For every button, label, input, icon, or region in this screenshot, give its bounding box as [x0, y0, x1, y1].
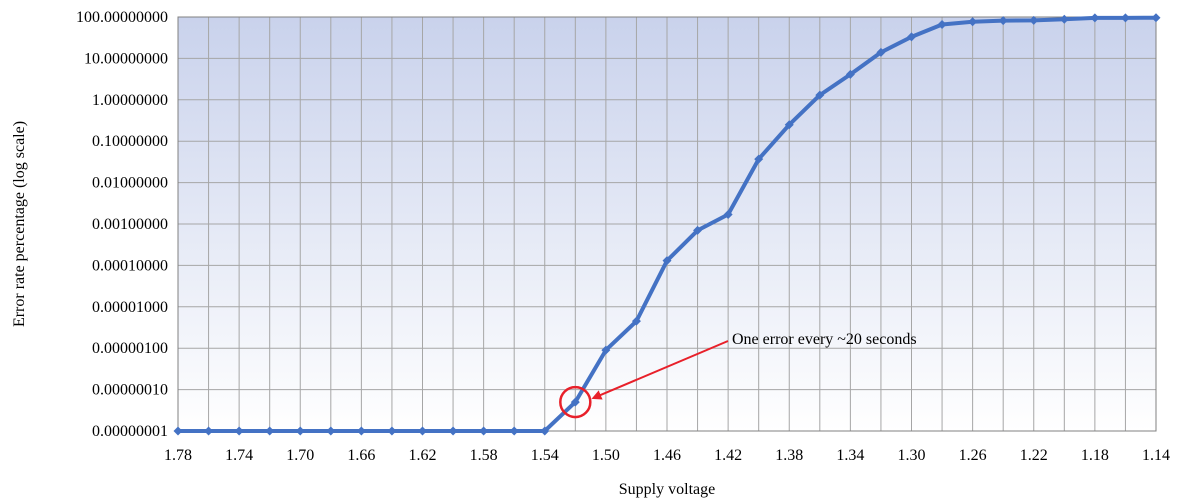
annotation-arrow: [591, 340, 729, 400]
x-tick-label: 1.34: [836, 447, 864, 464]
y-tick-label: 0.00010000: [92, 257, 168, 274]
x-tick-label: 1.54: [531, 447, 559, 464]
y-tick-label: 0.00000001: [92, 423, 168, 440]
data-point: [998, 16, 1008, 26]
annotation-circle: [559, 385, 592, 419]
x-tick-label: 1.66: [347, 447, 375, 464]
data-point: [1059, 14, 1069, 24]
annotation-text: One error every ~20 seconds: [732, 331, 917, 348]
data-point: [1090, 13, 1100, 23]
y-axis-label: Error rate percentage (log scale): [11, 121, 28, 327]
data-point: [876, 47, 886, 57]
data-point: [723, 209, 733, 219]
annotation: One error every ~20 seconds: [559, 331, 917, 419]
x-tick-label: 1.58: [470, 447, 498, 464]
data-point: [845, 69, 855, 79]
data-point: [631, 316, 641, 326]
x-tick-label: 1.46: [653, 447, 681, 464]
data-point: [295, 426, 305, 436]
data-point: [509, 426, 519, 436]
data-point: [173, 426, 183, 436]
data-point: [387, 426, 397, 436]
data-point: [937, 19, 947, 29]
x-tick-label: 1.30: [898, 447, 926, 464]
y-tick-label: 0.00000010: [92, 382, 168, 399]
x-tick-label: 1.14: [1142, 447, 1170, 464]
x-tick-labels: 1.78 1.74 1.70 1.66 1.62 1.58 1.54 1.50 1.46 1.42…: [164, 447, 1170, 464]
data-point: [907, 32, 916, 42]
x-tick-label: 1.22: [1020, 447, 1048, 464]
data-point: [356, 426, 366, 436]
x-tick-label: 1.78: [164, 447, 192, 464]
x-tick-label: 1.38: [775, 447, 803, 464]
x-tick-label: 1.42: [714, 447, 742, 464]
x-tick-label: 1.18: [1081, 447, 1109, 464]
data-point: [234, 426, 244, 436]
data-point: [448, 426, 458, 436]
data-point: [754, 154, 764, 164]
x-tick-label: 1.62: [409, 447, 437, 464]
data-point: [418, 426, 427, 436]
data-point: [1029, 15, 1039, 25]
y-tick-label: 0.10000000: [92, 133, 168, 150]
data-point: [968, 17, 978, 27]
y-tick-label: 0.00001000: [92, 299, 168, 316]
data-point: [784, 120, 794, 130]
data-point: [601, 345, 611, 355]
data-point: [815, 90, 825, 100]
data-point: [1151, 13, 1161, 23]
y-tick-labels: 0.00000001 0.00000010 0.00000100 0.00001000…: [76, 9, 168, 440]
data-point: [693, 225, 703, 235]
y-tick-label: 1.00000000: [92, 92, 168, 109]
data-point: [326, 426, 336, 436]
data-point: [265, 426, 275, 436]
data-point: [570, 397, 580, 407]
plot-border: [177, 16, 1157, 432]
x-tick-label: 1.70: [286, 447, 314, 464]
y-tick-label: 10.00000000: [84, 50, 168, 67]
data-point: [1120, 13, 1130, 23]
x-tick-label: 1.50: [592, 447, 620, 464]
data-point: [540, 426, 550, 436]
data-point: [479, 426, 489, 436]
x-axis-label: Supply voltage: [619, 481, 715, 498]
series-markers: [173, 13, 1161, 436]
x-tick-label: 1.26: [959, 447, 987, 464]
data-point: [662, 256, 672, 266]
y-tick-label: 0.01000000: [92, 175, 168, 192]
x-tick-label: 1.74: [225, 447, 253, 464]
data-point: [204, 426, 214, 436]
y-tick-label: 0.00100000: [92, 216, 168, 233]
y-tick-label: 0.00000100: [92, 340, 168, 357]
y-tick-label: 100.00000000: [76, 9, 168, 26]
